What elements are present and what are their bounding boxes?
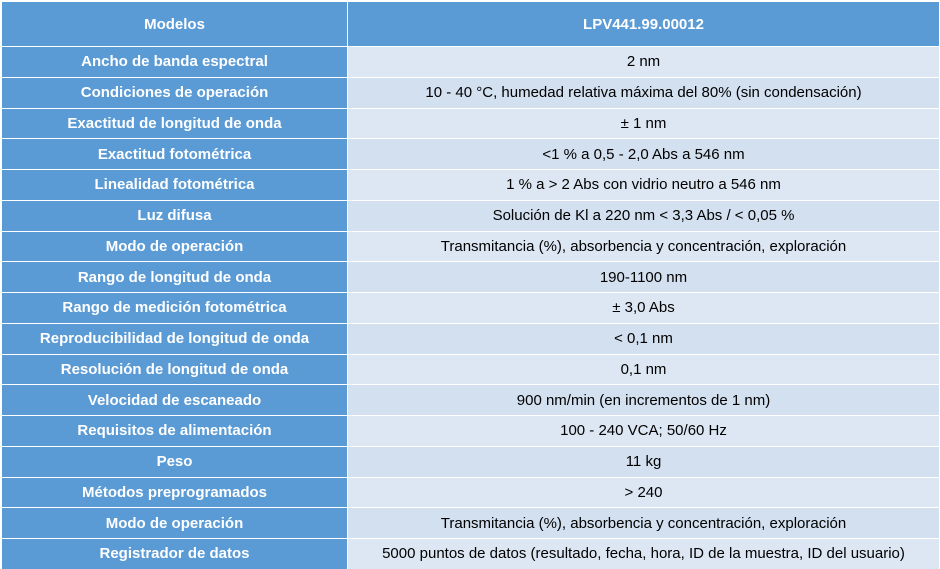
row-value: 900 nm/min (en incrementos de 1 nm) bbox=[348, 385, 939, 415]
header-cell: Modelos bbox=[2, 2, 347, 46]
row-value: 10 - 40 °C, humedad relativa máxima del … bbox=[348, 77, 939, 108]
row-label: Resolución de longitud de onda bbox=[2, 354, 347, 385]
row-label: Rango de longitud de onda bbox=[2, 262, 347, 292]
row-value: 100 - 240 VCA; 50/60 Hz bbox=[348, 416, 939, 446]
row-value: 11 kg bbox=[348, 446, 939, 477]
row-label: Reproducibilidad de longitud de onda bbox=[2, 323, 347, 354]
header-cell: LPV441.99.00012 bbox=[348, 2, 939, 46]
row-label: Requisitos de alimentación bbox=[2, 416, 347, 446]
row-label: Rango de medición fotométrica bbox=[2, 293, 347, 323]
row-label: Peso bbox=[2, 446, 347, 477]
row-label: Condiciones de operación bbox=[2, 77, 347, 108]
row-value: Transmitancia (%), absorbencia y concent… bbox=[348, 508, 939, 538]
row-value: > 240 bbox=[348, 477, 939, 508]
row-label: Modo de operación bbox=[2, 231, 347, 262]
row-label: Modo de operación bbox=[2, 508, 347, 538]
row-value: 5000 puntos de datos (resultado, fecha, … bbox=[348, 539, 939, 569]
row-value: < 0,1 nm bbox=[348, 323, 939, 354]
row-value: ± 1 nm bbox=[348, 108, 939, 139]
row-value: Solución de Kl a 220 nm < 3,3 Abs / < 0,… bbox=[348, 200, 939, 231]
row-value: 0,1 nm bbox=[348, 354, 939, 385]
row-label: Exactitud de longitud de onda bbox=[2, 108, 347, 139]
row-value: <1 % a 0,5 - 2,0 Abs a 546 nm bbox=[348, 139, 939, 169]
row-value: 2 nm bbox=[348, 47, 939, 77]
row-value: Transmitancia (%), absorbencia y concent… bbox=[348, 231, 939, 262]
row-label: Métodos preprogramados bbox=[2, 477, 347, 508]
row-value: 1 % a > 2 Abs con vidrio neutro a 546 nm bbox=[348, 170, 939, 200]
row-label: Exactitud fotométrica bbox=[2, 139, 347, 169]
row-label: Luz difusa bbox=[2, 200, 347, 231]
row-label: Registrador de datos bbox=[2, 539, 347, 569]
row-value: ± 3,0 Abs bbox=[348, 293, 939, 323]
row-label: Ancho de banda espectral bbox=[2, 47, 347, 77]
row-value: 190-1100 nm bbox=[348, 262, 939, 292]
row-label: Velocidad de escaneado bbox=[2, 385, 347, 415]
row-label: Linealidad fotométrica bbox=[2, 170, 347, 200]
